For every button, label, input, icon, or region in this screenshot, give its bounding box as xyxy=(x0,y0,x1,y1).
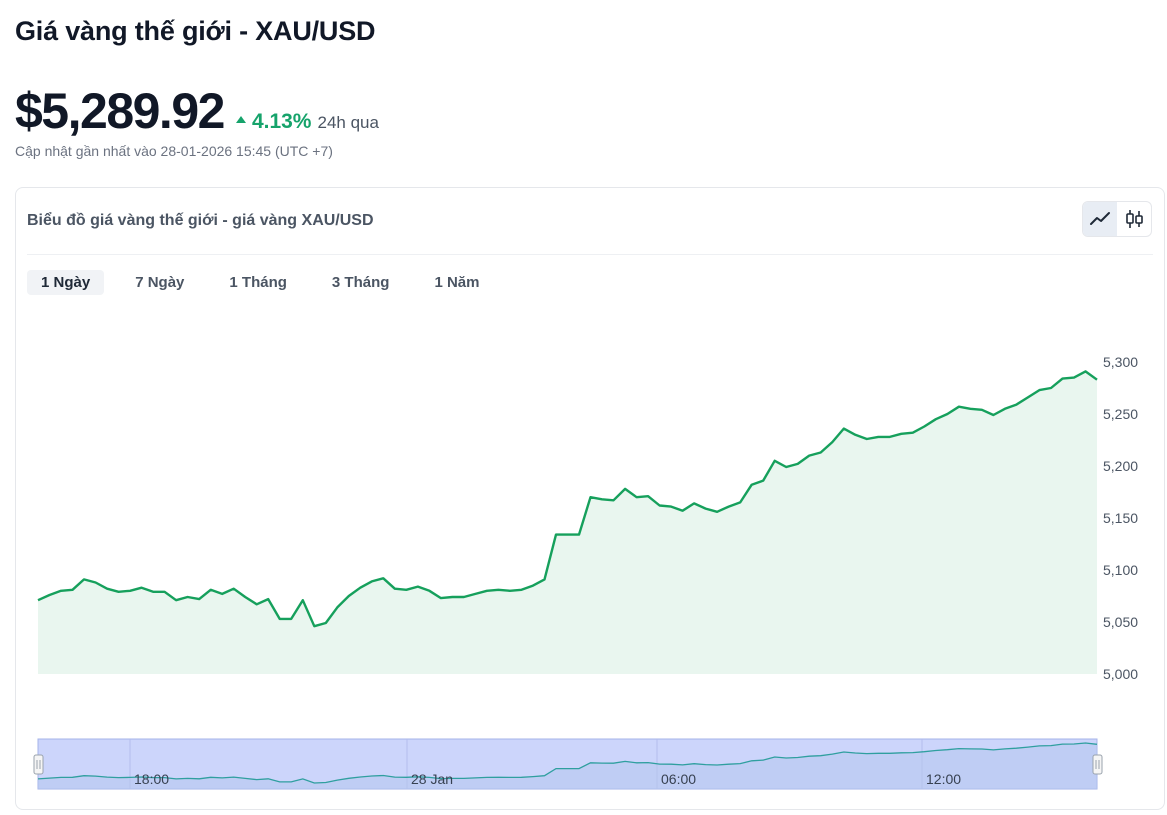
navigator-right-handle[interactable] xyxy=(1092,754,1103,775)
tab-1-day[interactable]: 1 Ngày xyxy=(27,270,105,295)
page-title: Giá vàng thế giới - XAU/USD xyxy=(15,16,376,46)
chart-title: Biểu đồ giá vàng thế giới - giá vàng XAU… xyxy=(27,212,374,229)
navigator-time-label: 18:00 xyxy=(134,771,169,787)
tab-1-year[interactable]: 1 Năm xyxy=(434,274,480,291)
card-divider xyxy=(27,254,1153,255)
range-tabs: 1 Ngày 7 Ngày 1 Tháng 3 Tháng 1 Năm xyxy=(27,270,510,295)
price-row: $5,289.92 4.13% 24h qua xyxy=(15,82,379,140)
navigator-time-label: 12:00 xyxy=(926,771,961,787)
y-tick-label: 5,200 xyxy=(1103,458,1138,474)
navigator-time-label: 28 Jan xyxy=(411,771,453,787)
navigator-left-handle[interactable] xyxy=(33,754,44,775)
tab-1-month[interactable]: 1 Tháng xyxy=(229,274,287,291)
navigator-time-label: 06:00 xyxy=(661,771,696,787)
tab-3-months[interactable]: 3 Tháng xyxy=(331,274,390,291)
candlestick-view-button[interactable] xyxy=(1117,202,1151,236)
change-period: 24h qua xyxy=(317,113,379,132)
navigator-line xyxy=(37,742,1098,784)
line-chart-icon xyxy=(1090,212,1110,225)
current-price: $5,289.92 xyxy=(15,83,225,139)
y-tick-label: 5,150 xyxy=(1103,510,1138,526)
y-tick-label: 5,250 xyxy=(1103,406,1138,422)
candlestick-icon xyxy=(1126,210,1143,228)
y-tick-label: 5,000 xyxy=(1103,666,1138,682)
y-tick-label: 5,300 xyxy=(1103,354,1138,370)
y-tick-label: 5,050 xyxy=(1103,614,1138,630)
line-view-button[interactable] xyxy=(1083,202,1117,236)
up-arrow-icon xyxy=(235,116,246,123)
price-area xyxy=(38,371,1097,674)
price-line xyxy=(37,370,1098,628)
last-updated: Cập nhật gần nhất vào 28-01-2026 15:45 (… xyxy=(15,143,333,159)
y-tick-label: 5,100 xyxy=(1103,562,1138,578)
change-percent: 4.13% xyxy=(251,110,312,133)
chart-view-toggle xyxy=(1082,201,1152,237)
tab-7-days[interactable]: 7 Ngày xyxy=(135,274,185,291)
